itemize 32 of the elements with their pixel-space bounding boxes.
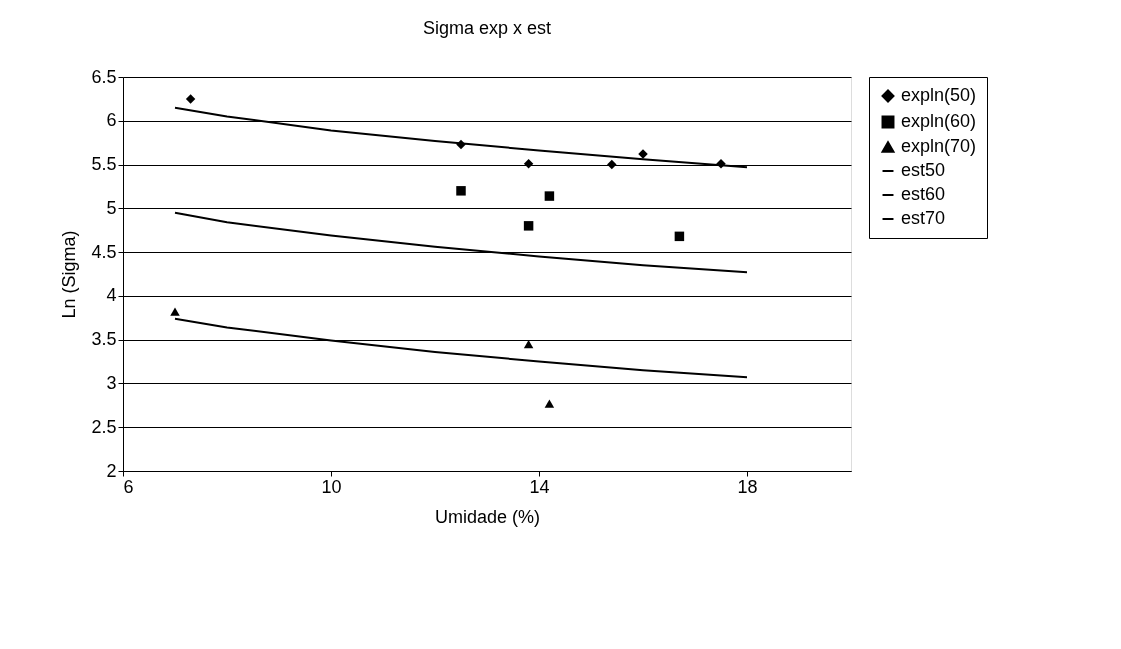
legend-label: est60 <box>901 184 946 204</box>
point <box>523 221 534 231</box>
point <box>456 186 466 196</box>
chart-title: Sigma exp x est <box>422 18 552 38</box>
y-tick-label: 2.5 <box>91 416 117 437</box>
point <box>523 158 534 169</box>
legend-label: expln(70) <box>901 136 977 156</box>
point <box>185 94 196 104</box>
y-tick-label: 3 <box>106 372 117 393</box>
point <box>544 191 555 201</box>
y-tick-label: 4 <box>106 285 117 306</box>
y-tick-label: 5 <box>106 197 117 218</box>
y-tick-label: 6 <box>106 110 117 131</box>
legend-label: est70 <box>901 208 946 228</box>
point <box>674 231 685 242</box>
y-tick-label: 5.5 <box>91 154 117 175</box>
legend-label: est50 <box>901 160 946 180</box>
y-tick-label: 2 <box>106 460 117 481</box>
x-tick-label: 18 <box>737 476 758 497</box>
x-tick-label: 10 <box>321 476 342 497</box>
y-tick-label: 3.5 <box>91 329 117 350</box>
y-tick-label: 4.5 <box>91 241 117 262</box>
y-axis-title: Ln (Sigma) <box>59 230 80 319</box>
y-tick-label: 6.5 <box>91 66 117 87</box>
x-axis-title: Umidade (%) <box>434 506 541 527</box>
x-tick-label: 6 <box>123 476 134 497</box>
legend-label: expln(50) <box>901 85 977 105</box>
point <box>170 307 180 316</box>
point <box>607 159 617 170</box>
legend-label: expln(60) <box>901 111 977 131</box>
x-tick-label: 14 <box>529 476 550 497</box>
point <box>544 399 555 408</box>
